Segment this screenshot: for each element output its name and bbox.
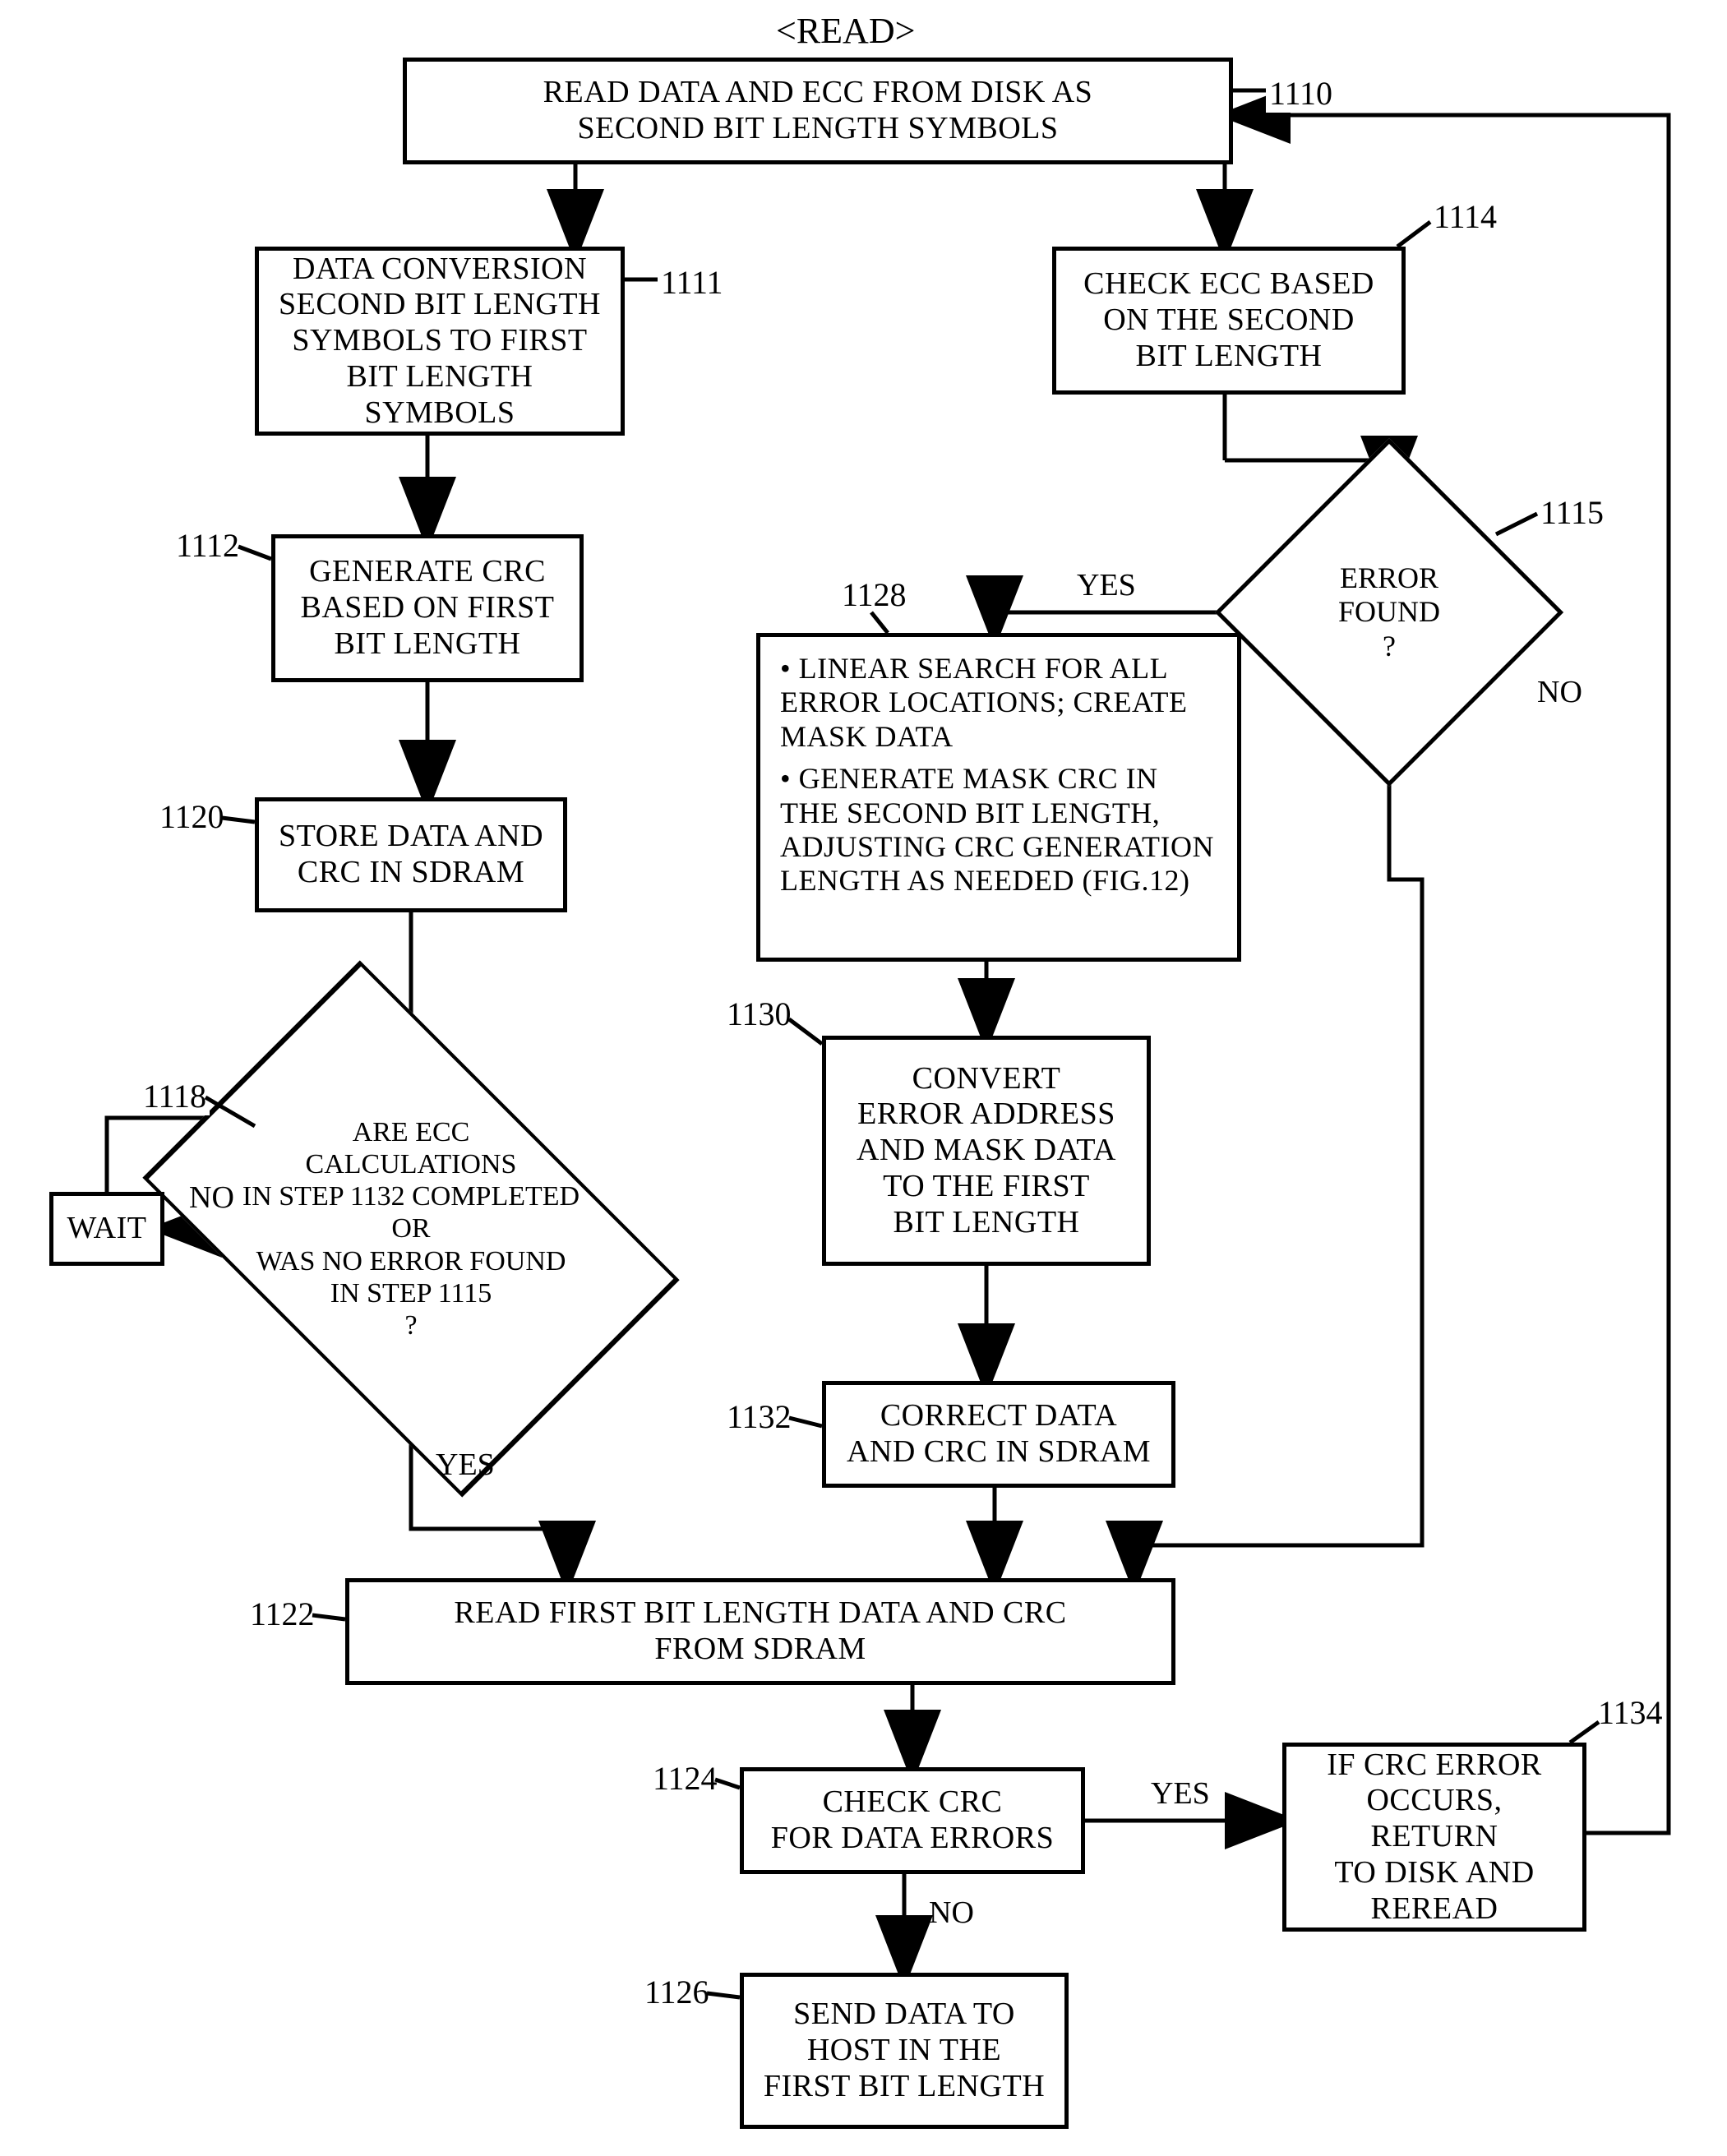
ref-1134: 1134 (1595, 1693, 1666, 1732)
ref-1110: 1110 (1266, 74, 1336, 113)
node-text: CORRECT DATA AND CRC IN SDRAM (847, 1398, 1151, 1470)
node-1124: CHECK CRC FOR DATA ERRORS (740, 1767, 1085, 1874)
node-1126: SEND DATA TO HOST IN THE FIRST BIT LENGT… (740, 1973, 1069, 2129)
node-text: GENERATE CRC BASED ON FIRST BIT LENGTH (301, 554, 555, 662)
node-wait: WAIT (49, 1192, 164, 1266)
node-1115: ERROR FOUND ? (1266, 489, 1512, 736)
node-1128: • LINEAR SEARCH FOR ALL ERROR LOCATIONS;… (756, 633, 1241, 962)
node-text: ERROR FOUND ? (1338, 561, 1440, 663)
label-yes-1118: YES (436, 1447, 495, 1483)
node-1130: CONVERT ERROR ADDRESS AND MASK DATA TO T… (822, 1036, 1151, 1266)
ref-1122: 1122 (247, 1595, 318, 1633)
diagram-title: <READ> (773, 10, 918, 52)
ref-1114: 1114 (1430, 197, 1500, 236)
node-text: CONVERT ERROR ADDRESS AND MASK DATA TO T… (857, 1061, 1116, 1240)
label-no-1115: NO (1537, 674, 1582, 710)
ref-1111: 1111 (658, 263, 727, 302)
label-no-1118: NO (189, 1180, 234, 1216)
ref-1126: 1126 (641, 1973, 713, 2011)
node-1134: IF CRC ERROR OCCURS, RETURN TO DISK AND … (1282, 1743, 1586, 1932)
bullet-2: • GENERATE MASK CRC IN THE SECOND BIT LE… (780, 762, 1217, 898)
node-1122: READ FIRST BIT LENGTH DATA AND CRC FROM … (345, 1578, 1175, 1685)
node-1120: STORE DATA AND CRC IN SDRAM (255, 797, 567, 912)
node-1111: DATA CONVERSION SECOND BIT LENGTH SYMBOL… (255, 247, 625, 436)
node-text: DATA CONVERSION SECOND BIT LENGTH SYMBOL… (274, 252, 606, 431)
node-1112: GENERATE CRC BASED ON FIRST BIT LENGTH (271, 534, 584, 682)
node-1118: ARE ECC CALCULATIONS IN STEP 1132 COMPLE… (230, 1048, 592, 1410)
node-1114: CHECK ECC BASED ON THE SECOND BIT LENGTH (1052, 247, 1406, 395)
bullet-1: • LINEAR SEARCH FOR ALL ERROR LOCATIONS;… (780, 652, 1217, 754)
label-yes-1115: YES (1077, 567, 1136, 603)
ref-1115: 1115 (1537, 493, 1607, 532)
label-yes-1124: YES (1151, 1775, 1210, 1812)
node-text: IF CRC ERROR OCCURS, RETURN TO DISK AND … (1301, 1747, 1568, 1927)
node-text: READ DATA AND ECC FROM DISK AS SECOND BI… (543, 75, 1093, 146)
node-text: CHECK CRC FOR DATA ERRORS (771, 1784, 1054, 1856)
node-1110: READ DATA AND ECC FROM DISK AS SECOND BI… (403, 58, 1233, 164)
node-text: ARE ECC CALCULATIONS IN STEP 1132 COMPLE… (238, 1116, 584, 1341)
node-text: SEND DATA TO HOST IN THE FIRST BIT LENGT… (764, 1997, 1045, 2104)
ref-1132: 1132 (723, 1397, 795, 1436)
ref-1120: 1120 (156, 797, 228, 836)
ref-1118: 1118 (140, 1077, 210, 1115)
node-text: READ FIRST BIT LENGTH DATA AND CRC FROM … (454, 1595, 1066, 1667)
ref-1130: 1130 (723, 995, 795, 1033)
ref-1112: 1112 (173, 526, 242, 565)
ref-1128: 1128 (838, 575, 910, 614)
node-text: CHECK ECC BASED ON THE SECOND BIT LENGTH (1083, 266, 1374, 374)
node-text: WAIT (67, 1211, 147, 1247)
label-no-1124: NO (929, 1895, 974, 1931)
node-text: STORE DATA AND CRC IN SDRAM (279, 819, 543, 890)
ref-1124: 1124 (649, 1759, 721, 1798)
node-1132: CORRECT DATA AND CRC IN SDRAM (822, 1381, 1175, 1488)
